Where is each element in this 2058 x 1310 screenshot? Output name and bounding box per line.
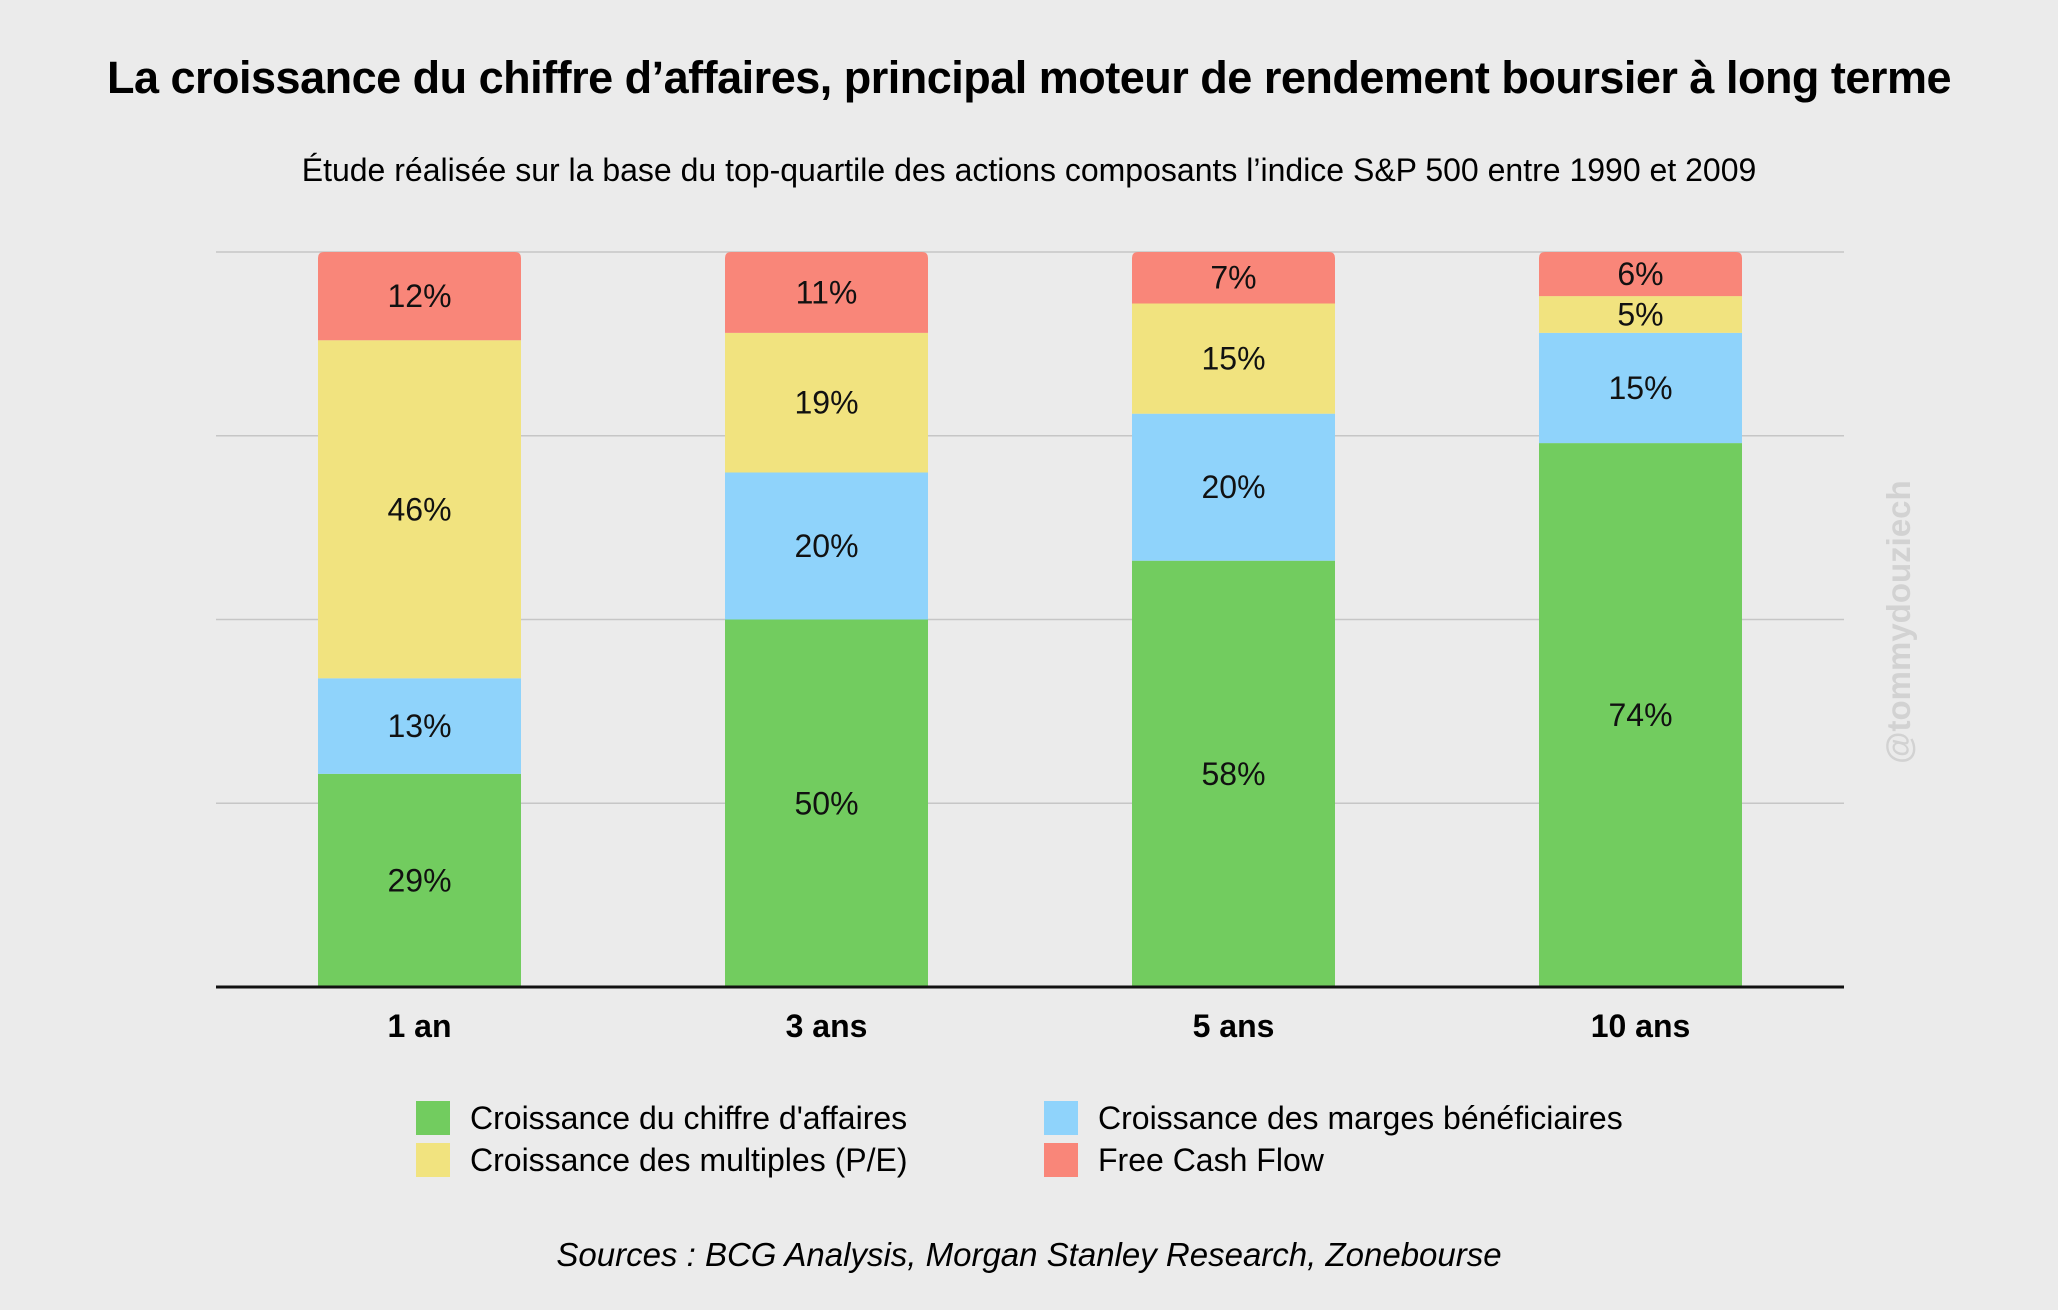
bar-segment-3-1 (1539, 332, 1742, 444)
bar-segment-2-3 (1132, 252, 1335, 304)
data-label-3-0: 74% (1608, 697, 1672, 733)
legend-label-margins: Croissance des marges bénéficiaires (1098, 1099, 1623, 1136)
bar-segment-0-0 (318, 773, 521, 987)
bar-segment-1-3 (725, 252, 928, 333)
data-label-1-1: 20% (794, 528, 858, 564)
bar-segment-3-2 (1539, 296, 1742, 333)
legend-swatch-multiples (416, 1143, 450, 1177)
bar-segment-0-1 (318, 678, 521, 774)
legend-item-revenue: Croissance du chiffre d'affaires (416, 1100, 1044, 1136)
data-label-2-3: 7% (1210, 260, 1256, 296)
data-label-2-1: 20% (1201, 469, 1265, 505)
bar-segment-3-0 (1539, 443, 1742, 988)
legend-label-fcf: Free Cash Flow (1098, 1141, 1324, 1178)
legend-label-multiples: Croissance des multiples (P/E) (470, 1141, 908, 1178)
data-label-1-0: 50% (794, 785, 858, 821)
data-label-0-0: 29% (387, 862, 451, 898)
x-tick-label-3: 10 ans (1591, 1008, 1691, 1044)
data-label-3-3: 6% (1617, 256, 1663, 292)
data-label-1-3: 11% (796, 274, 858, 310)
legend-swatch-fcf (1044, 1143, 1078, 1177)
bar-segment-1-1 (725, 472, 928, 620)
bar-segment-2-2 (1132, 303, 1335, 414)
x-tick-label-2: 5 ans (1193, 1008, 1275, 1044)
data-label-3-2: 5% (1617, 296, 1663, 332)
data-label-2-2: 15% (1201, 341, 1265, 377)
bar-segment-2-1 (1132, 413, 1335, 561)
bar-segment-1-2 (725, 332, 928, 473)
bar-segment-3-3 (1539, 252, 1742, 297)
legend-label-revenue: Croissance du chiffre d'affaires (470, 1099, 908, 1136)
sources-note: Sources : BCG Analysis, Morgan Stanley R… (556, 1236, 1502, 1273)
data-label-0-1: 13% (387, 708, 451, 744)
legend-item-multiples: Croissance des multiples (P/E) (416, 1142, 1044, 1178)
data-label-3-1: 15% (1608, 370, 1672, 406)
watermark: @tommydouziech (1880, 480, 1917, 764)
bar-segment-0-3 (318, 252, 521, 341)
legend-item-fcf: Free Cash Flow (1044, 1142, 1644, 1178)
x-tick-label-0: 1 an (387, 1008, 451, 1044)
chart-subtitle: Étude réalisée sur la base du top-quarti… (301, 152, 1757, 188)
legend-item-margins: Croissance des marges bénéficiaires (1044, 1100, 1644, 1136)
chart-legend: Croissance du chiffre d'affaires Croissa… (416, 1100, 1644, 1178)
data-label-1-2: 19% (794, 385, 858, 421)
chart-title: La croissance du chiffre d’affaires, pri… (106, 52, 1952, 103)
bar-segment-1-0 (725, 619, 928, 987)
legend-swatch-margins (1044, 1101, 1078, 1135)
legend-swatch-revenue (416, 1101, 450, 1135)
data-label-0-2: 46% (387, 491, 451, 527)
stacked-bar-chart: 29% 13% 46% 12% 1 an 50% 20% 19% 11% 3 ans 58% 20% 1… (216, 251, 1844, 1044)
data-label-0-3: 12% (387, 278, 451, 314)
x-tick-label-1: 3 ans (786, 1008, 868, 1044)
data-label-2-0: 58% (1201, 756, 1265, 792)
bar-segment-2-0 (1132, 560, 1335, 987)
bar-segment-0-2 (318, 340, 521, 679)
